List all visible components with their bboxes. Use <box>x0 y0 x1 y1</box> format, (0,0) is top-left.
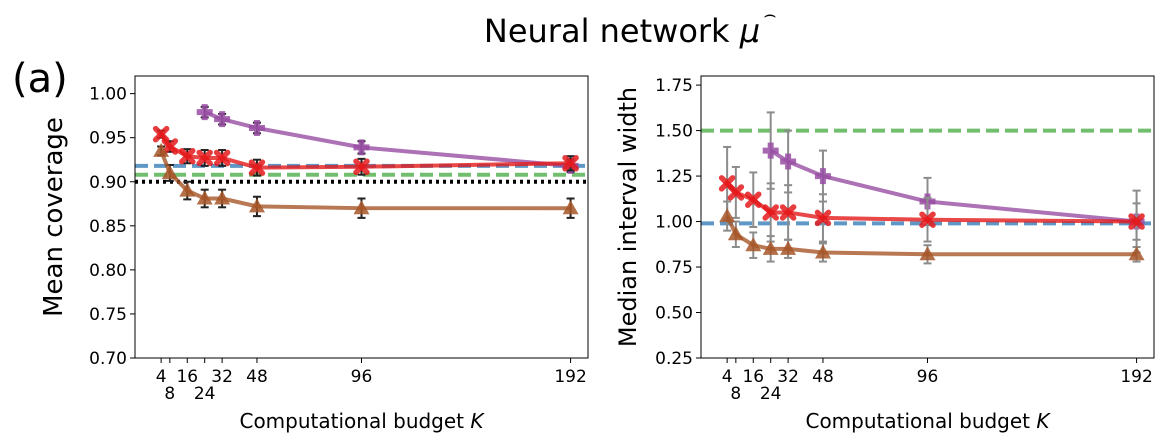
data-point <box>161 164 178 179</box>
y-tick-label: 1.00 <box>655 213 693 233</box>
data-point <box>179 182 196 197</box>
data-point <box>919 246 936 261</box>
figure-title-hat: ⌢ <box>763 2 776 26</box>
y-tick-label: 0.75 <box>89 305 127 325</box>
data-point <box>353 200 370 215</box>
data-point <box>727 226 744 241</box>
y-tick-label: 1.75 <box>655 76 693 96</box>
y-tick-label: 0.95 <box>89 129 127 149</box>
x-axis-label: Computational budget K <box>239 409 485 433</box>
data-point <box>353 158 370 176</box>
x-tick-label: 96 <box>917 367 939 387</box>
data-point <box>814 244 831 259</box>
figure-title-symbol: μ <box>739 12 760 50</box>
data-point <box>248 119 265 136</box>
y-tick-label: 0.85 <box>89 217 127 237</box>
data-point <box>1128 246 1145 261</box>
y-tick-label: 0.75 <box>655 258 693 278</box>
data-point <box>248 198 265 213</box>
data-point <box>779 204 797 221</box>
series-triangle <box>719 200 1145 265</box>
x-axis-label-symbol: K <box>470 409 485 433</box>
x-tick-label: 4 <box>722 367 733 387</box>
data-point <box>762 142 779 159</box>
data-point <box>179 147 196 165</box>
data-point <box>718 175 736 192</box>
data-point <box>780 240 797 255</box>
y-tick-label: 1.00 <box>89 85 127 105</box>
data-point <box>248 159 266 176</box>
y-axis-label: Median interval width <box>614 87 642 347</box>
panel-label: (a) <box>12 56 68 102</box>
x-axis-label-symbol: K <box>1036 409 1051 433</box>
x-tick-label: 24 <box>194 384 216 404</box>
data-point <box>727 184 745 201</box>
x-tick-label: 48 <box>812 367 834 387</box>
data-point <box>1128 213 1145 230</box>
x-tick-label: 8 <box>730 384 741 404</box>
data-point <box>719 208 736 223</box>
figure-title-text: Neural network <box>484 12 740 50</box>
data-point <box>152 125 170 143</box>
data-point <box>196 149 213 167</box>
figure-title: Neural network μ <box>484 12 760 50</box>
x-tick-label: 192 <box>554 367 586 387</box>
data-point <box>814 168 831 185</box>
data-point <box>153 142 170 157</box>
x-tick-label: 192 <box>1120 367 1152 387</box>
series-plus <box>762 111 1145 254</box>
data-point <box>214 190 231 205</box>
x-tick-label: 32 <box>211 367 233 387</box>
x-axis-label: Computational budget K <box>805 409 1051 433</box>
data-point <box>196 190 213 205</box>
data-point <box>353 139 370 156</box>
data-point <box>745 191 762 208</box>
x-tick-label: 8 <box>164 384 175 404</box>
x-tick-label: 96 <box>351 367 373 387</box>
data-point <box>161 138 179 155</box>
y-tick-label: 0.70 <box>89 349 127 369</box>
data-point <box>780 153 797 170</box>
data-point <box>919 211 936 228</box>
x-tick-label: 16 <box>176 367 198 387</box>
data-point <box>562 200 579 215</box>
series-cross <box>718 145 1145 243</box>
x-axis-label-text: Computational budget <box>239 409 470 433</box>
y-tick-label: 1.50 <box>655 122 693 142</box>
y-tick-label: 1.25 <box>655 167 693 187</box>
x-tick-label: 16 <box>742 367 764 387</box>
data-point <box>762 204 779 221</box>
series-line <box>769 148 1137 224</box>
data-point <box>562 154 579 172</box>
y-tick-label: 0.90 <box>89 173 127 193</box>
y-axis-label: Mean coverage <box>39 117 69 317</box>
x-tick-label: 24 <box>760 384 782 404</box>
data-point <box>814 209 832 227</box>
data-point <box>196 104 213 121</box>
y-tick-label: 0.50 <box>655 304 693 324</box>
series-triangle <box>153 142 579 219</box>
data-point <box>213 149 231 167</box>
y-tick-label: 0.80 <box>89 261 127 281</box>
x-tick-label: 32 <box>777 367 799 387</box>
x-axis-label-text: Computational budget <box>805 409 1036 433</box>
y-tick-label: 0.25 <box>655 349 693 369</box>
series-cross <box>152 125 579 177</box>
data-point <box>214 111 231 128</box>
x-tick-label: 4 <box>156 367 167 387</box>
data-point <box>745 237 762 252</box>
data-point <box>762 240 779 255</box>
x-tick-label: 48 <box>246 367 268 387</box>
